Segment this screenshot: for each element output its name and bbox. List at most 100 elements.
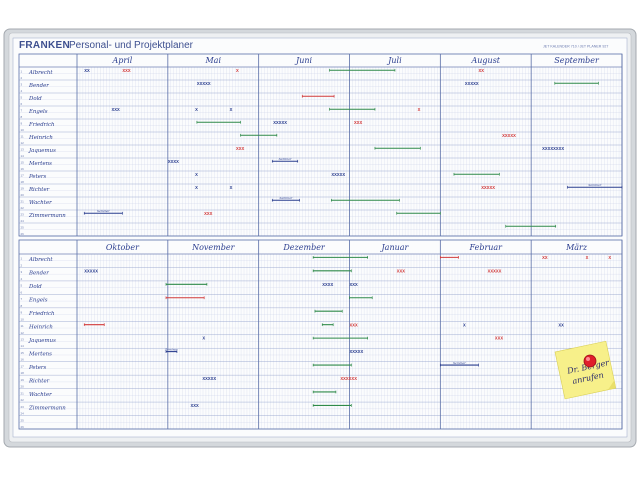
month-label: August [470,56,500,65]
absence-mark: X [195,172,198,178]
absence-mark: XXX [397,268,406,274]
row-number: 22 [21,398,25,402]
row-number: 1 [21,257,23,261]
row-number: 6 [21,102,23,106]
absence-mark: X [195,185,198,191]
row-number: 17 [21,174,25,178]
month-label: April [111,56,132,65]
employee-name: Richter [28,187,50,193]
row-number: 21 [21,200,25,204]
absence-mark: X [195,107,198,113]
row-number: 6 [21,290,23,294]
row-number: 19 [21,187,25,191]
row-number: 24 [21,412,25,416]
row-number: 13 [21,148,25,152]
absence-mark: XXX [236,146,245,152]
row-number: 2 [21,263,23,267]
absence-mark: XXX [354,120,363,126]
employee-name: Engels [28,298,48,304]
month-label: Dezember [282,243,326,252]
row-number: 1 [21,70,23,74]
row-number: 8 [21,115,23,119]
row-number: 7 [21,109,23,113]
employee-name: Engels [28,109,48,115]
month-label: Juli [386,56,402,65]
row-number: 24 [21,219,25,223]
sticky-note-fold [608,380,616,390]
planner-entries: XX XXX X XXXXXXX XXXXXXXX X X XXXXXX XXXXXXXXXXX… [83,68,623,409]
absence-mark: XXXXX [350,349,364,355]
absence-mark: XXXXX [197,81,211,87]
planning-bar-label: Seminar [453,361,466,365]
row-number: 25 [21,418,25,422]
row-number: 25 [21,226,25,230]
row-number: 4 [21,89,23,93]
month-label: März [565,243,588,252]
employee-name: Albrecht [28,257,53,263]
absence-mark: XX [478,68,484,74]
employee-name: Bender [28,271,49,277]
sticky-note-paper [554,340,617,400]
month-label: Oktober [106,243,140,252]
row-number: 26 [21,232,25,236]
absence-mark: XX [558,322,564,328]
employee-name: Wachter [29,200,52,206]
top-half: 1234567891011121314151617181920212223242… [18,53,623,237]
absence-mark: XXXXX [202,376,216,382]
absence-mark: XX [84,68,90,74]
row-number: 13 [21,338,25,342]
row-number: 16 [21,167,25,171]
brand-logo: FRANKEN [19,40,70,51]
row-number: 2 [21,76,23,80]
absence-mark: XXX [350,322,359,328]
row-number: 23 [21,213,25,217]
employee-name: Zimmermann [28,405,66,411]
month-label: September [554,56,600,65]
row-number: 18 [21,371,25,375]
absence-mark: XXX [191,403,200,409]
absence-mark: XX [542,255,548,261]
planning-bar-label: Seminar [280,196,293,200]
employee-name: Peters [28,174,47,180]
employee-name: Mertens [28,351,52,357]
month-label: Juni [294,56,313,65]
absence-mark: X [230,185,233,191]
employee-name: Heinrich [28,135,53,141]
absence-mark: X [230,107,233,113]
row-number: 9 [21,311,23,315]
absence-mark: X [608,255,611,261]
row-number: 23 [21,405,25,409]
employee-name: Zimmermann [28,213,66,219]
planning-bar-label: Seminar [588,183,601,187]
absence-mark: XXXXX [481,185,495,191]
board-surface [12,37,628,438]
row-number: 5 [21,96,23,100]
row-number: 21 [21,391,25,395]
absence-mark: X [463,322,466,328]
month-label: Februar [468,243,503,252]
board-subtitle: JET KALENDER 710 / JET PLANER 927 [543,45,608,49]
employee-name: Jaquemus [28,148,56,154]
absence-mark: XXX [495,336,504,342]
row-number: 22 [21,206,25,210]
employee-name: Heinrich [28,325,53,331]
absence-mark: X [586,255,589,261]
row-number: 10 [21,317,25,321]
absence-mark: XXXXXX [340,376,357,382]
red-magnet[interactable] [583,354,597,368]
row-number: 20 [21,385,25,389]
employee-name: Peters [28,365,47,371]
row-number: 14 [21,344,25,348]
row-number: 7 [21,297,23,301]
board-title: Personal- und Projektplaner [69,40,194,51]
row-number: 26 [21,425,25,429]
absence-mark: X [418,107,421,113]
absence-mark: XXX [204,211,213,217]
sticky-note[interactable]: Dr. Berger anrufen [554,340,617,400]
employee-name: Jaquemus [28,338,56,344]
absence-mark: XXXX [322,282,333,288]
employee-name: Bender [28,83,49,89]
employee-name: Wachter [29,392,52,398]
planning-bar-label: Seminar [165,347,178,351]
absence-mark: XXX [122,68,131,74]
